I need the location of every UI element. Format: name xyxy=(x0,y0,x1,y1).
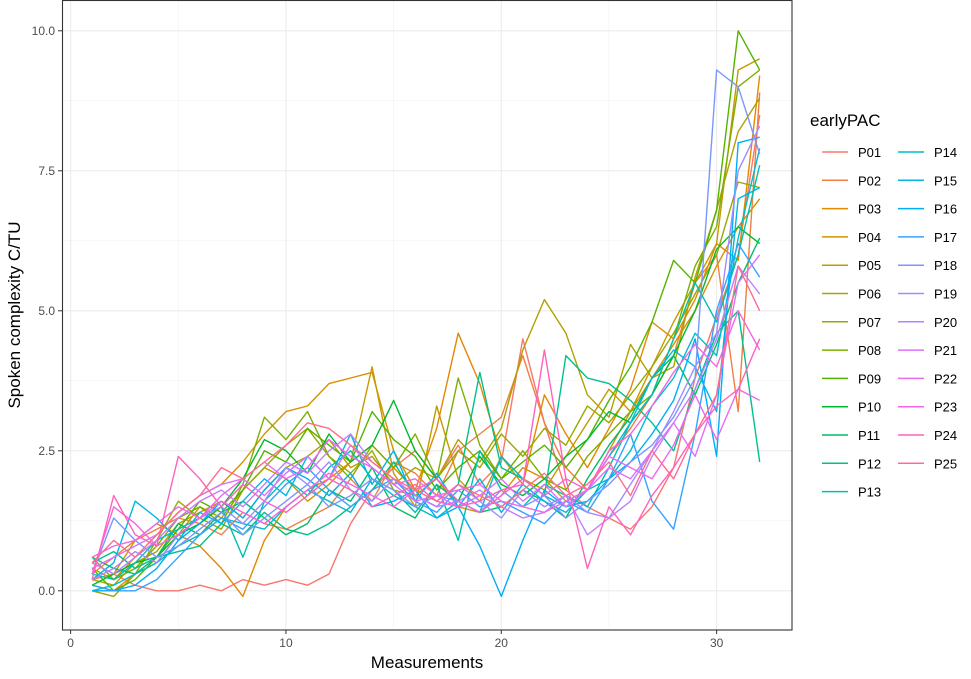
legend-item-p06: P06 xyxy=(822,287,881,302)
legend-item-p19: P19 xyxy=(898,287,957,302)
legend-label: P16 xyxy=(934,202,957,217)
series-line-p24 xyxy=(91,338,761,580)
series-line-p25 xyxy=(91,265,761,564)
legend-item-p21: P21 xyxy=(898,343,957,358)
y-axis: 0.0 2.5 5.0 7.5 10.0 xyxy=(32,24,62,598)
legend-label: P02 xyxy=(858,173,881,188)
x-tick-label: 20 xyxy=(495,636,509,650)
legend-label: P10 xyxy=(858,400,881,415)
series-lines xyxy=(91,30,761,598)
legend-item-p18: P18 xyxy=(898,258,957,273)
series-line-p08 xyxy=(91,69,761,581)
series-line-p23 xyxy=(91,310,761,575)
legend-item-p05: P05 xyxy=(822,258,881,273)
legend-item-p20: P20 xyxy=(898,315,957,330)
legend-label: P08 xyxy=(858,343,881,358)
legend-label: P05 xyxy=(858,258,881,273)
y-tick-label: 5.0 xyxy=(38,304,55,318)
legend-label: P21 xyxy=(934,343,957,358)
series-line-p21 xyxy=(91,254,761,570)
legend-label: P24 xyxy=(934,428,957,443)
legend-label: P18 xyxy=(934,258,957,273)
legend-item-p11: P11 xyxy=(822,428,880,443)
legend-item-p12: P12 xyxy=(822,456,881,471)
legend-item-p24: P24 xyxy=(898,428,957,443)
legend-item-p03: P03 xyxy=(822,202,881,217)
legend-label: P19 xyxy=(934,287,957,302)
legend-item-p15: P15 xyxy=(898,173,957,188)
y-tick-label: 10.0 xyxy=(32,24,56,38)
legend-item-p09: P09 xyxy=(822,371,881,386)
x-tick-label: 30 xyxy=(710,636,724,650)
legend-label: P25 xyxy=(934,456,957,471)
legend-item-p07: P07 xyxy=(822,315,881,330)
legend-title: earlyPAC xyxy=(810,111,881,130)
x-tick-label: 10 xyxy=(279,636,293,650)
legend-label: P12 xyxy=(858,456,881,471)
series-line-p09 xyxy=(91,30,761,592)
legend-label: P06 xyxy=(858,287,881,302)
legend-label: P14 xyxy=(934,145,957,160)
legend-label: P09 xyxy=(858,371,881,386)
legend-item-p10: P10 xyxy=(822,400,881,415)
plot-border xyxy=(61,0,793,631)
legend-label: P20 xyxy=(934,315,957,330)
legend-label: P03 xyxy=(858,202,881,217)
y-tick-label: 7.5 xyxy=(38,164,55,178)
legend-label: P23 xyxy=(934,400,957,415)
legend-item-p23: P23 xyxy=(898,400,957,415)
legend-label: P17 xyxy=(934,230,957,245)
series-line-p20 xyxy=(91,265,761,575)
series-line-p16 xyxy=(92,136,760,598)
legend-label: P15 xyxy=(934,173,957,188)
x-tick-label: 0 xyxy=(67,636,74,650)
legend-label: P22 xyxy=(934,371,957,386)
legend-label: P13 xyxy=(858,485,881,500)
y-tick-label: 0.0 xyxy=(38,584,55,598)
legend-item-p02: P02 xyxy=(822,173,881,188)
legend-item-p01: P01 xyxy=(822,145,881,160)
y-axis-title: Spoken complexity C/TU xyxy=(5,221,24,408)
x-axis-title: Measurements xyxy=(371,653,483,672)
series-line-p17 xyxy=(91,242,761,592)
legend-item-p22: P22 xyxy=(898,371,957,386)
legend-item-p17: P17 xyxy=(898,230,957,245)
legend-label: P11 xyxy=(858,428,880,443)
legend-item-p16: P16 xyxy=(898,202,957,217)
y-tick-label: 2.5 xyxy=(38,444,55,458)
x-axis: 0 10 20 30 xyxy=(67,630,724,650)
legend-item-p08: P08 xyxy=(822,343,881,358)
legend-item-p25: P25 xyxy=(898,456,957,471)
series-line-p22 xyxy=(91,388,761,558)
legend-label: P07 xyxy=(858,315,881,330)
legend-item-p13: P13 xyxy=(822,485,881,500)
legend-label: P01 xyxy=(858,145,881,160)
legend: earlyPAC P01 P02 P03 P04 P05 P06 P07 P08 P09 P10 P… xyxy=(810,111,957,500)
legend-label: P04 xyxy=(858,230,881,245)
legend-item-p14: P14 xyxy=(898,145,957,160)
legend-item-p04: P04 xyxy=(822,230,881,245)
